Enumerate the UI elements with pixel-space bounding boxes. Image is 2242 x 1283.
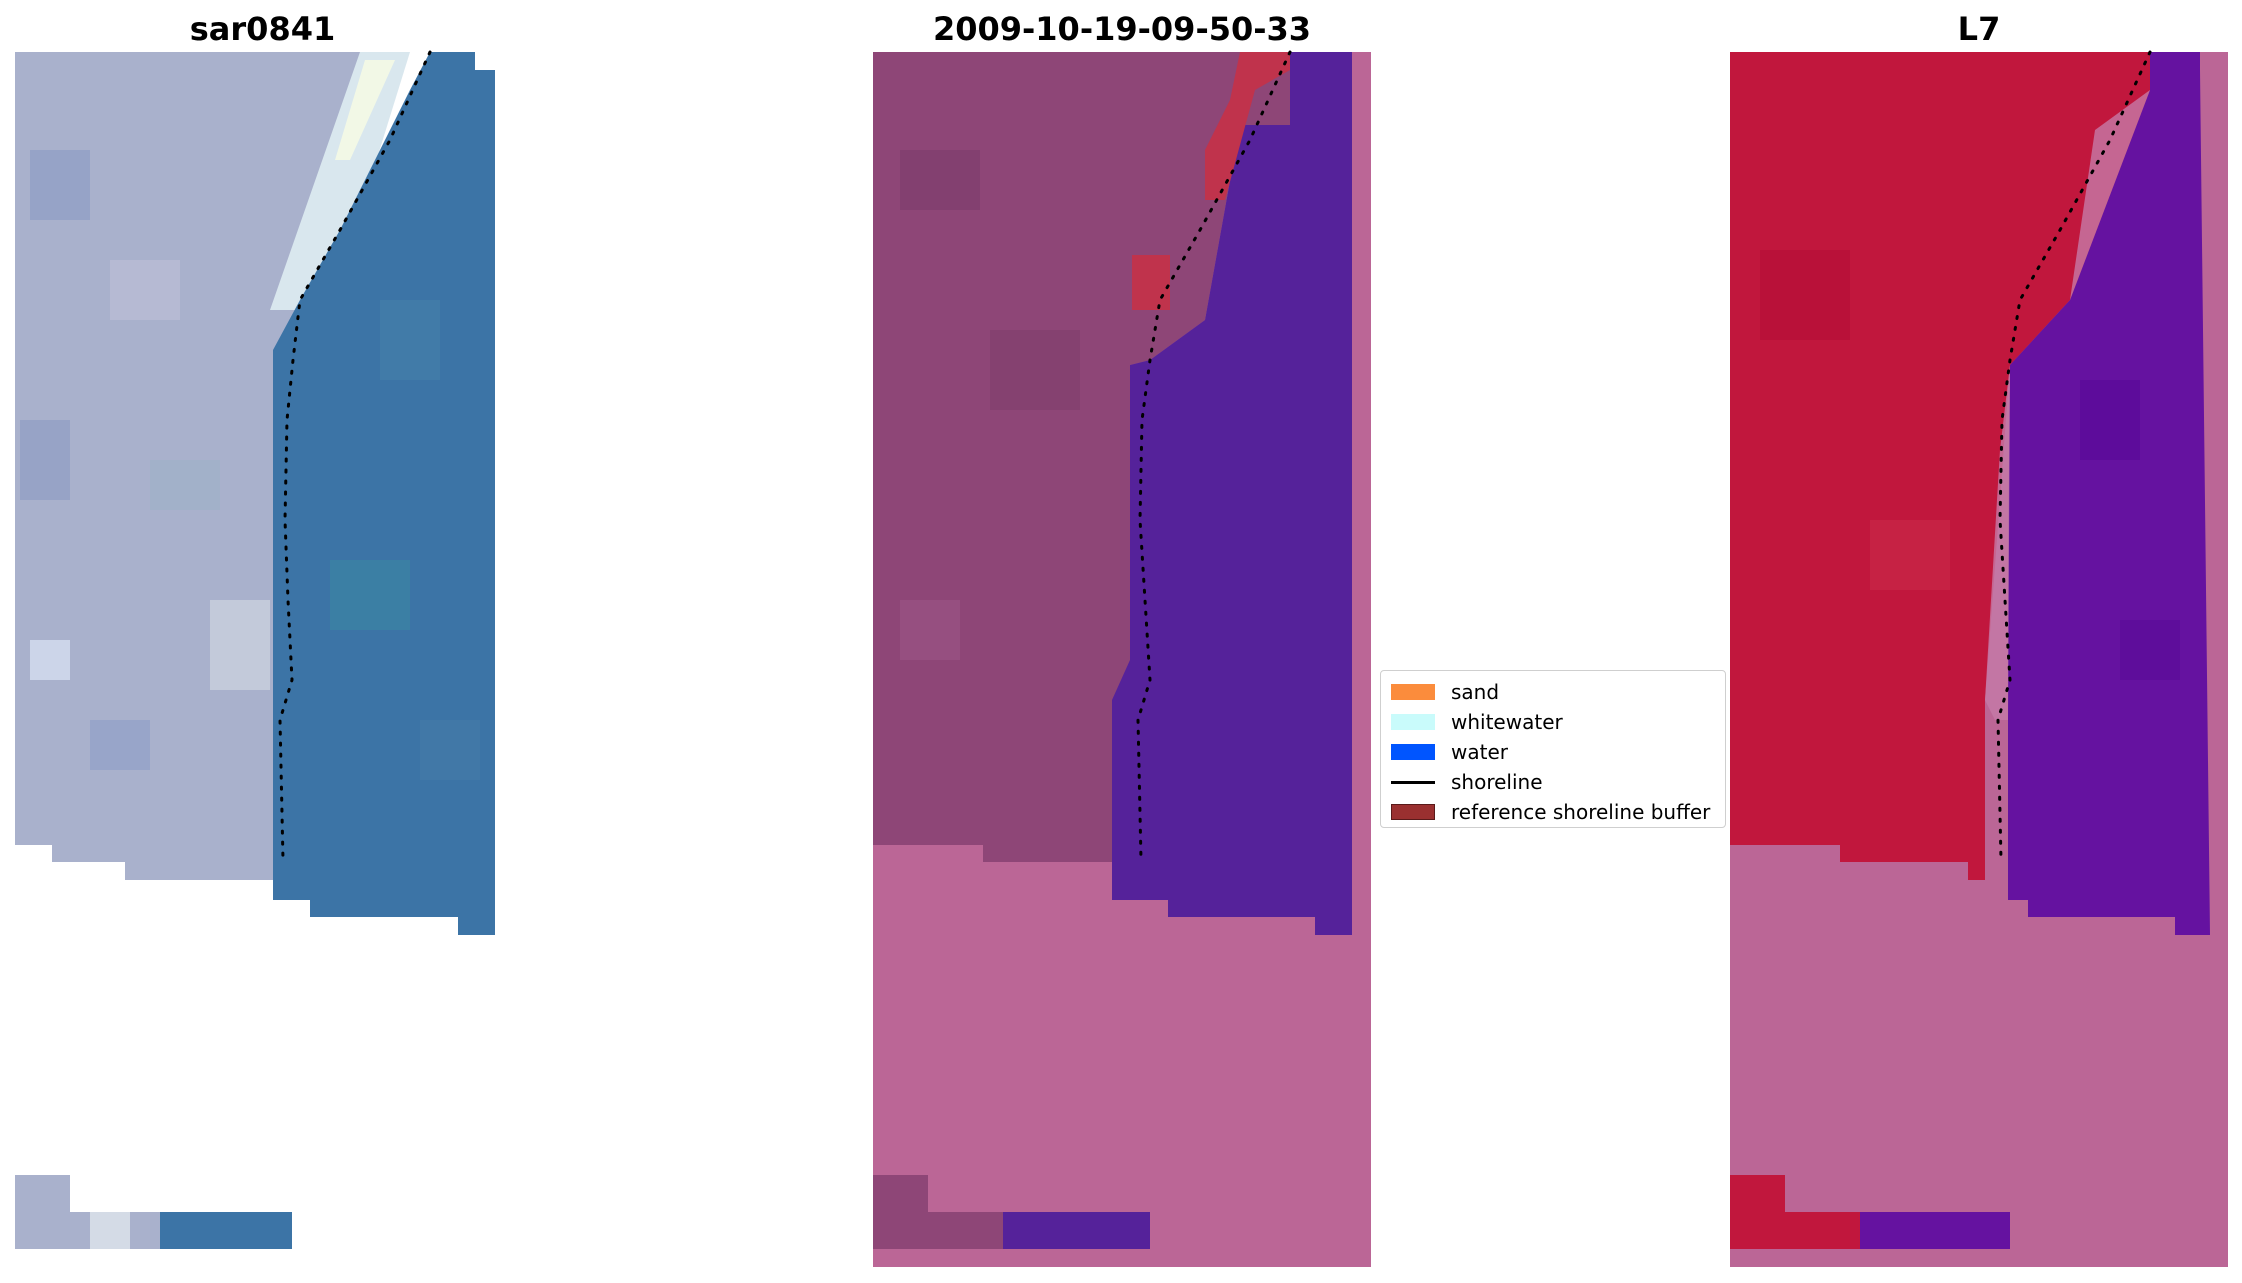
water-swatch (1391, 744, 1435, 760)
whitewater-swatch (1391, 714, 1435, 730)
legend-item-shoreline: shoreline (1391, 767, 1715, 797)
shoreline-swatch (1391, 780, 1435, 784)
legend-label: reference shoreline buffer (1451, 800, 1711, 824)
legend: sand whitewater water shoreline referenc… (1380, 670, 1726, 828)
panel-title-index: L7 (1957, 10, 2001, 48)
index-image (1730, 52, 2228, 1267)
buffer-swatch (1391, 804, 1435, 820)
legend-label: sand (1451, 680, 1500, 704)
legend-item-water: water (1391, 737, 1715, 767)
legend-label: whitewater (1451, 710, 1563, 734)
legend-item-sand: sand (1391, 677, 1715, 707)
classified-image (873, 52, 1371, 1267)
panel-title-classified: 2009-10-19-09-50-33 (932, 10, 1312, 48)
panel-title-rgb: sar0841 (189, 10, 336, 48)
rgb-image (15, 52, 495, 1249)
legend-item-whitewater: whitewater (1391, 707, 1715, 737)
legend-item-reference-buffer: reference shoreline buffer (1391, 797, 1715, 827)
sand-swatch (1391, 684, 1435, 700)
legend-label: water (1451, 740, 1508, 764)
legend-label: shoreline (1451, 770, 1543, 794)
shoreline-overlays (278, 50, 2152, 862)
